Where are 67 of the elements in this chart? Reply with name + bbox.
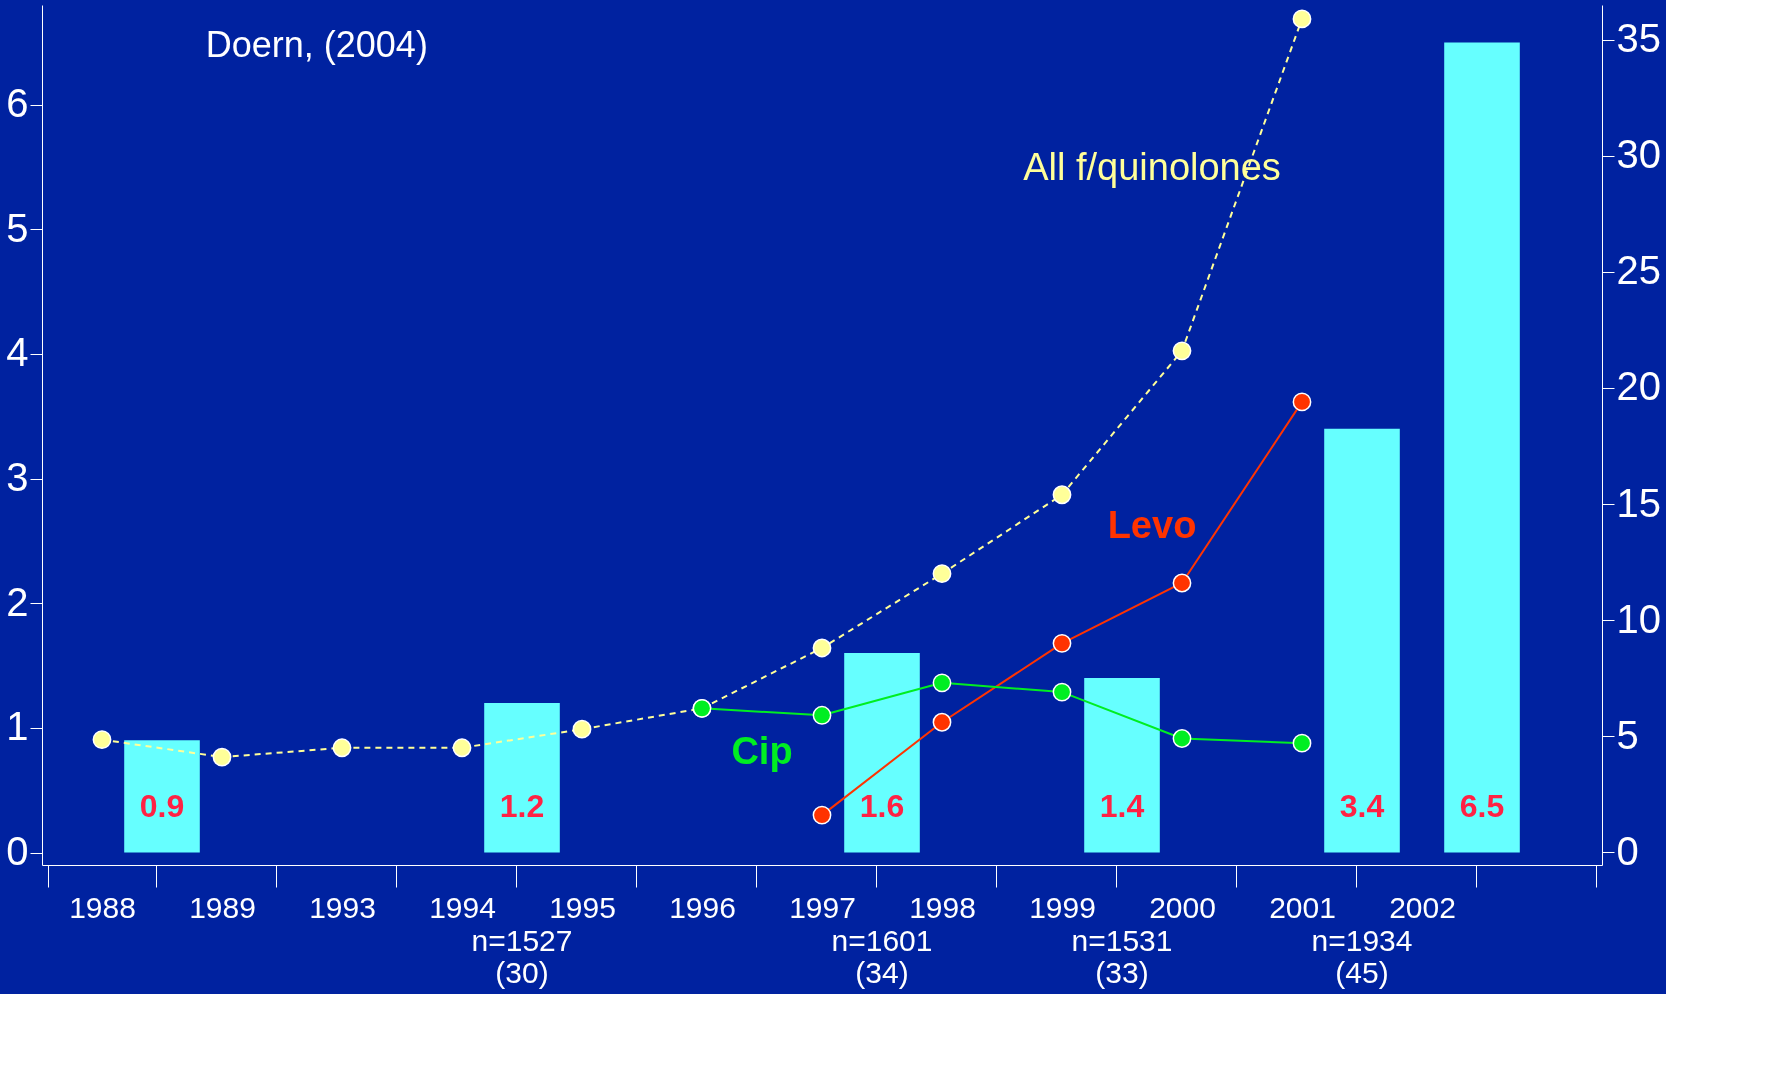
x-tick-label: 1995	[549, 890, 616, 924]
text: n=1527 (30)	[471, 924, 573, 989]
text: n=1934 (45)	[1311, 924, 1413, 989]
x-tick-label: 2000	[1149, 890, 1216, 924]
x-tick-label: 1998	[909, 890, 976, 924]
y2-tick-label: 30	[1616, 132, 1661, 177]
text: n=1601 (34)	[831, 924, 933, 989]
point	[1052, 633, 1072, 653]
point	[1052, 485, 1072, 505]
point	[1172, 729, 1192, 748]
y2-tick-label: 0	[1616, 828, 1639, 873]
y2-tick-label: 15	[1616, 480, 1661, 525]
x-tick-label: 2002	[1389, 890, 1456, 924]
text: Doern, (2004)	[205, 24, 428, 65]
x-tick-label: 1989	[189, 890, 256, 924]
x-tick-label: 1997	[789, 890, 856, 924]
x-tick-label: 1988	[69, 890, 136, 924]
y-tick-label: 5	[6, 205, 29, 250]
point	[452, 738, 472, 758]
point	[1292, 733, 1312, 753]
data-label: 1.2	[499, 788, 545, 824]
series-label: Cip	[731, 730, 793, 773]
data-label: 1.4	[1099, 788, 1145, 824]
point	[572, 719, 592, 739]
y-tick-label: 1	[6, 704, 29, 749]
data-label: 1.6	[859, 788, 905, 824]
y-tick-label: 4	[6, 330, 29, 375]
x-tick-label: 1994	[429, 890, 496, 924]
x-tick-label: 2001	[1269, 890, 1336, 924]
y2-tick-label: 35	[1616, 16, 1661, 61]
y-tick-label: 3	[6, 455, 29, 500]
y2-tick-label: 10	[1616, 596, 1661, 641]
x-tick-label: 1999	[1029, 890, 1096, 924]
y-tick-label: 0	[6, 829, 29, 874]
data-label: 3.4	[1339, 788, 1385, 824]
bar	[844, 653, 920, 853]
y2-tick-label: 5	[1616, 712, 1639, 757]
point	[92, 730, 112, 750]
series-label: All f/quinolones	[1023, 145, 1281, 188]
point	[1292, 9, 1312, 29]
point	[1052, 682, 1072, 702]
x-tick-label: 1996	[669, 890, 736, 924]
y-tick-label: 6	[6, 81, 29, 126]
point	[812, 705, 832, 725]
series-label: Levo	[1107, 503, 1197, 546]
y-tick-label: 2	[6, 579, 29, 624]
bar	[124, 740, 200, 853]
point	[1172, 573, 1192, 593]
text: n=1531 (33)	[1071, 924, 1173, 989]
data-label: 0.9	[139, 788, 185, 824]
bar	[1084, 678, 1160, 853]
point	[212, 747, 232, 767]
bar	[1324, 428, 1400, 853]
y2-tick-label: 25	[1616, 248, 1661, 293]
point	[932, 564, 952, 584]
point	[932, 673, 952, 693]
y2-tick-label: 20	[1616, 364, 1661, 409]
x-tick-label: 1993	[309, 890, 376, 924]
point	[812, 638, 832, 658]
point	[1292, 392, 1312, 412]
point	[332, 738, 352, 758]
point	[812, 805, 832, 825]
bar	[484, 702, 560, 853]
point	[932, 712, 952, 732]
bar	[1444, 42, 1520, 853]
point	[1172, 341, 1192, 361]
data-label: 6.5	[1459, 788, 1505, 824]
